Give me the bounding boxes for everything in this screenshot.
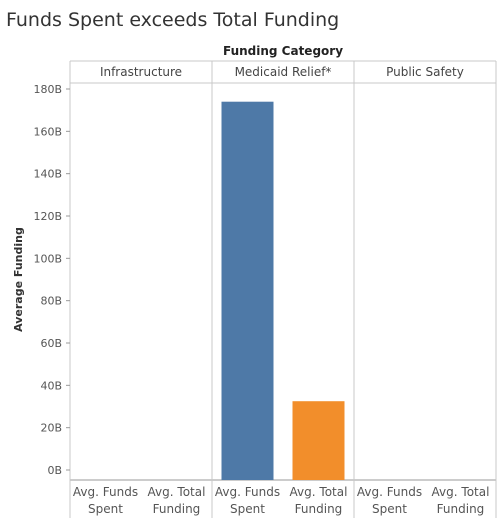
group-headers: Infrastructure Medicaid Relief* Public Saf… — [100, 65, 464, 79]
y-tick-label: 40B — [40, 379, 62, 392]
bar — [221, 101, 274, 480]
x-axis-labels: Avg. Funds Spent Avg. Total Funding Avg. Fun… — [73, 485, 490, 516]
y-tick-label: 100B — [33, 252, 62, 265]
column-header: Funding Category — [223, 44, 343, 58]
y-axis-label: Average Funding — [12, 227, 25, 332]
group-header: Public Safety — [386, 65, 464, 79]
y-axis: 0B 20B 40B 60B 80B 100B 120B 140B 160B 180B — [33, 83, 70, 477]
chart-frame — [69, 60, 497, 518]
y-tick-label: 60B — [40, 337, 62, 350]
x-tick-label: Avg. Funds Spent — [73, 485, 138, 516]
y-tick-label: 120B — [33, 210, 62, 223]
x-tick-label: Avg. Total Funding — [148, 485, 206, 516]
x-tick-label: Avg. Funds Spent — [357, 485, 422, 516]
bars — [221, 101, 345, 480]
y-tick-label: 160B — [33, 125, 62, 138]
chart-title: Funds Spent exceeds Total Funding — [6, 9, 339, 31]
y-tick-label: 0B — [47, 464, 62, 477]
x-tick-label: Avg. Total Funding — [432, 485, 490, 516]
x-tick-label: Avg. Total Funding — [290, 485, 348, 516]
y-tick-label: 20B — [40, 422, 62, 435]
y-tick-label: 180B — [33, 83, 62, 96]
y-tick-label: 80B — [40, 295, 62, 308]
group-header: Medicaid Relief* — [235, 65, 332, 79]
group-header: Infrastructure — [100, 65, 182, 79]
y-tick-label: 140B — [33, 168, 62, 181]
x-tick-label: Avg. Funds Spent — [215, 485, 280, 516]
bar — [292, 401, 345, 480]
